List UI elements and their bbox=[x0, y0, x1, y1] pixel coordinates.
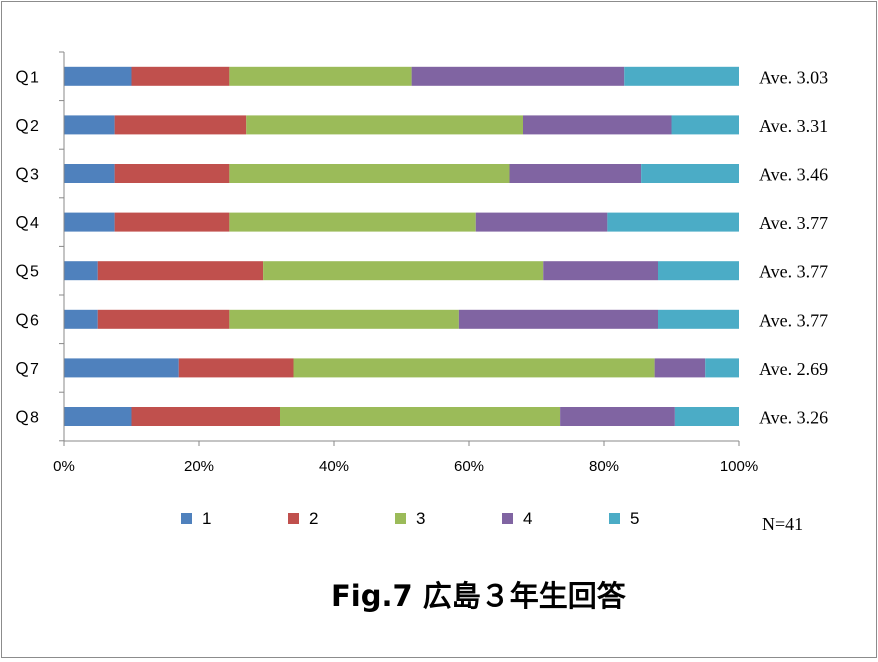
bar-segment-q4-level-2 bbox=[114, 212, 230, 232]
category-label: Ｑ6 bbox=[14, 312, 39, 329]
category-label: Ｑ2 bbox=[14, 118, 39, 135]
axes-layer bbox=[59, 51, 740, 446]
bar-segment-q8-level-3 bbox=[280, 407, 561, 426]
x-tick-label: 40% bbox=[319, 458, 349, 475]
average-label: Ave. 3.26 bbox=[759, 408, 828, 428]
bar-segment-q3-level-2 bbox=[114, 164, 230, 183]
x-tick-label: 0% bbox=[53, 458, 75, 475]
legend-label-4: 4 bbox=[523, 509, 532, 528]
bar-segment-q8-level-5 bbox=[674, 407, 739, 426]
bar-segment-q8-level-4 bbox=[560, 407, 675, 426]
x-tick-label: 80% bbox=[589, 458, 619, 475]
bar-segment-q8-level-2 bbox=[131, 407, 280, 426]
bar-segment-q4-level-5 bbox=[607, 212, 739, 232]
category-label: Ｑ8 bbox=[14, 410, 39, 427]
bar-segment-q1-level-5 bbox=[624, 66, 739, 86]
bars-layer bbox=[64, 66, 739, 426]
bar-segment-q5-level-3 bbox=[263, 261, 544, 281]
sample-size-note: N=41 bbox=[762, 514, 803, 534]
bar-segment-q2-level-2 bbox=[114, 115, 247, 135]
category-label: Ｑ5 bbox=[14, 264, 39, 281]
average-label: Ave. 2.69 bbox=[759, 359, 828, 379]
bar-segment-q1-level-1 bbox=[64, 66, 132, 86]
category-label: Ｑ7 bbox=[14, 361, 39, 378]
bar-segment-q7-level-3 bbox=[293, 358, 655, 378]
bar-segment-q4-level-4 bbox=[475, 212, 608, 232]
bar-segment-q7-level-2 bbox=[178, 358, 294, 378]
average-label: Ave. 3.77 bbox=[759, 310, 828, 330]
bar-segment-q3-level-5 bbox=[641, 164, 739, 183]
bar-segment-q1-level-4 bbox=[411, 66, 625, 86]
average-label: Ave. 3.03 bbox=[759, 67, 828, 87]
bar-segment-q8-level-1 bbox=[64, 407, 132, 426]
bar-segment-q2-level-1 bbox=[64, 115, 115, 135]
bar-segment-q2-level-5 bbox=[671, 115, 739, 135]
x-tick-label: 20% bbox=[184, 458, 214, 475]
legend: 1 2 3 4 5 bbox=[181, 509, 639, 528]
average-label: Ave. 3.77 bbox=[759, 262, 828, 282]
bar-segment-q5-level-4 bbox=[543, 261, 658, 281]
average-label: Ave. 3.31 bbox=[759, 116, 828, 136]
bar-segment-q4-level-3 bbox=[229, 212, 476, 232]
legend-label-2: 2 bbox=[309, 509, 318, 528]
category-label: Ｑ4 bbox=[14, 215, 39, 232]
category-label: Ｑ1 bbox=[14, 69, 39, 86]
x-tick-label: 100% bbox=[720, 458, 758, 475]
bar-segment-q7-level-1 bbox=[64, 358, 179, 378]
bar-segment-q6-level-1 bbox=[64, 309, 98, 329]
bar-segment-q6-level-3 bbox=[229, 309, 459, 329]
legend-swatch-5 bbox=[609, 513, 620, 524]
legend-swatch-2 bbox=[288, 513, 299, 524]
legend-swatch-3 bbox=[395, 513, 406, 524]
average-label: Ave. 3.46 bbox=[759, 165, 828, 185]
bar-segment-q1-level-2 bbox=[131, 66, 230, 86]
bar-segment-q2-level-4 bbox=[523, 115, 672, 135]
legend-label-1: 1 bbox=[202, 509, 211, 528]
bar-segment-q5-level-5 bbox=[658, 261, 739, 281]
category-label: Ｑ3 bbox=[14, 167, 39, 184]
legend-swatch-1 bbox=[181, 513, 192, 524]
x-tick-label: 60% bbox=[454, 458, 484, 475]
bar-segment-q6-level-5 bbox=[658, 309, 739, 329]
category-labels: Ｑ1 Ｑ2 Ｑ3 Ｑ4 Ｑ5 Ｑ6 Ｑ7 Ｑ8 bbox=[14, 69, 39, 426]
bar-segment-q5-level-2 bbox=[97, 261, 264, 281]
bar-segment-q6-level-4 bbox=[458, 309, 658, 329]
bar-segment-q3-level-3 bbox=[229, 164, 510, 183]
bar-segment-q3-level-1 bbox=[64, 164, 115, 183]
bar-segment-q2-level-3 bbox=[246, 115, 523, 135]
chart-title: Fig.7 広島３年生回答 bbox=[331, 579, 627, 613]
average-labels: Ave. 3.03 Ave. 3.31 Ave. 3.46 Ave. 3.77 Ave.… bbox=[759, 67, 828, 427]
bar-segment-q7-level-4 bbox=[654, 358, 706, 378]
legend-label-3: 3 bbox=[416, 509, 425, 528]
bar-segment-q7-level-5 bbox=[705, 358, 739, 378]
bar-segment-q6-level-2 bbox=[97, 309, 230, 329]
bar-segment-q5-level-1 bbox=[64, 261, 98, 281]
bar-segment-q1-level-3 bbox=[229, 66, 412, 86]
legend-swatch-4 bbox=[502, 513, 513, 524]
legend-label-5: 5 bbox=[630, 509, 639, 528]
average-label: Ave. 3.77 bbox=[759, 213, 828, 233]
bar-segment-q3-level-4 bbox=[509, 164, 642, 183]
x-tick-labels: 0% 20% 40% 60% 80% 100% bbox=[53, 458, 758, 475]
bar-segment-q4-level-1 bbox=[64, 212, 115, 232]
